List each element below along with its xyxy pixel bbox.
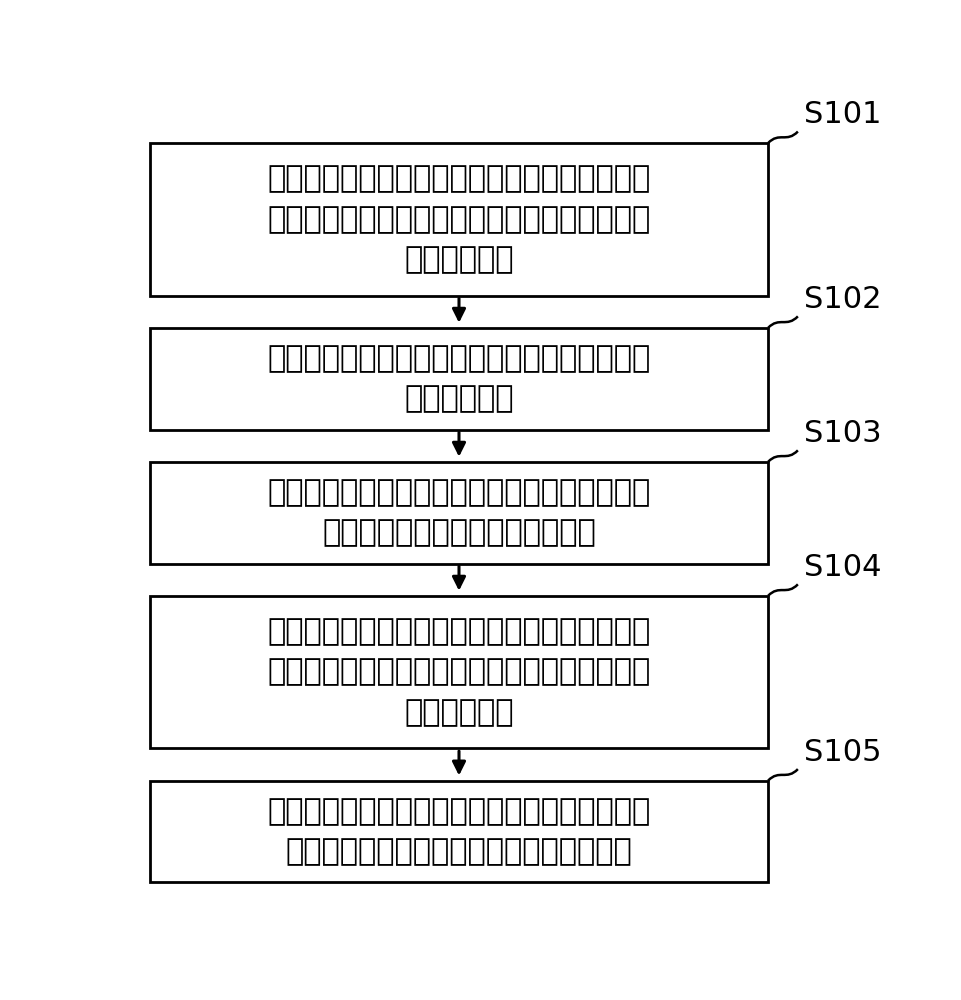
Text: 当所述遥控指令到达执行节点，根据所述执行节
点的计算模型进行执行过程诊断，判断遥控指令
是否成功执行: 当所述遥控指令到达执行节点，根据所述执行节 点的计算模型进行执行过程诊断，判断遥…	[267, 617, 651, 727]
Text: S104: S104	[803, 553, 881, 582]
Text: 在所述遥控指令传输过程中，根据所述传输节点
的计算模型诊断遥控指令健康状况: 在所述遥控指令传输过程中，根据所述传输节点 的计算模型诊断遥控指令健康状况	[267, 478, 651, 547]
Text: S102: S102	[803, 285, 881, 314]
Text: 将航天器抽象为执行节点，建立关于所述执行节
点的计算模型: 将航天器抽象为执行节点，建立关于所述执行节 点的计算模型	[267, 344, 651, 413]
FancyBboxPatch shape	[150, 462, 768, 564]
Text: 获取传输节点以及执行节点的诊断信息，对所述
遥控指令的传输和执行过程进行可视化展示: 获取传输节点以及执行节点的诊断信息，对所述 遥控指令的传输和执行过程进行可视化展…	[267, 797, 651, 866]
FancyBboxPatch shape	[150, 781, 768, 882]
Text: 将遥控指令传输至航天器上经过的计算机节点进
行抽象为传输节点，建立关于每一个所述传输节
点的计算模型: 将遥控指令传输至航天器上经过的计算机节点进 行抽象为传输节点，建立关于每一个所述…	[267, 164, 651, 274]
Text: S103: S103	[803, 419, 881, 448]
FancyBboxPatch shape	[150, 328, 768, 430]
FancyBboxPatch shape	[150, 143, 768, 296]
Text: S101: S101	[803, 100, 881, 129]
Text: S105: S105	[803, 738, 881, 767]
FancyBboxPatch shape	[150, 596, 768, 748]
